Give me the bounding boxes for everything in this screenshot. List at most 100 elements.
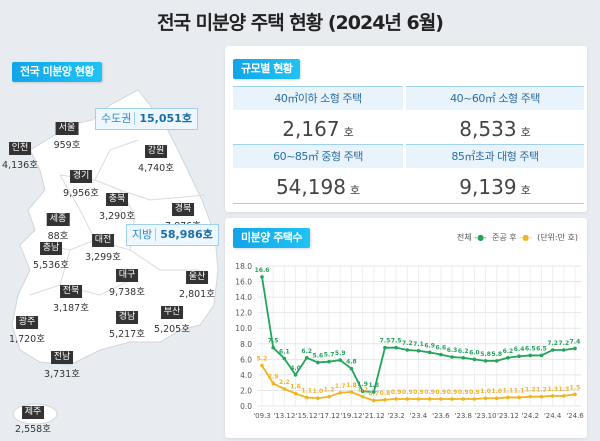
region-name: 경북 — [171, 203, 195, 216]
data-point — [371, 390, 376, 394]
data-point — [506, 355, 510, 360]
data-point — [338, 358, 343, 362]
data-point — [461, 355, 466, 360]
region-name: 대구 — [115, 269, 139, 282]
x-tick-label: '19.12 — [340, 412, 362, 420]
size-value-0: 2,167 호 — [233, 112, 403, 146]
data-label: 1.2 — [357, 387, 368, 394]
region-12: 광주 1,720호 — [9, 309, 45, 345]
data-point — [360, 389, 365, 394]
data-label: 7.2 — [547, 340, 558, 347]
x-tick-label: '17.12 — [318, 412, 340, 420]
data-point — [550, 348, 555, 352]
size-value-1: 8,533 호 — [406, 112, 584, 146]
data-point — [383, 345, 387, 350]
data-label: 7.5 — [391, 338, 402, 345]
data-label: 2.9 — [268, 373, 279, 380]
legend-completed-marker-icon: -●- — [519, 233, 532, 242]
size-label-3: 85㎡초과 대형 주택 — [406, 144, 584, 168]
data-label: 1.8 — [346, 382, 357, 389]
region-name: 경남 — [115, 311, 139, 324]
local-summary: 지방 58,986호 — [126, 224, 219, 246]
data-label: 1.0 — [480, 388, 491, 395]
data-label: 0.9 — [469, 389, 480, 396]
data-point — [517, 354, 521, 359]
region-value: 5,217호 — [109, 329, 145, 340]
region-name: 부산 — [160, 306, 184, 319]
x-tick-label: '23.8 — [454, 412, 472, 420]
capital-label: 수도권 — [101, 112, 132, 125]
region-value: 2,801호 — [179, 289, 215, 300]
data-label: 1.1 — [301, 387, 312, 394]
region-name: 대전 — [91, 234, 115, 247]
data-label: 1.9 — [357, 381, 368, 388]
data-point — [528, 394, 533, 399]
data-point — [260, 363, 264, 368]
data-point — [260, 275, 264, 279]
data-point — [316, 396, 320, 401]
data-label: 0.9 — [447, 389, 458, 396]
data-label: 7.5 — [268, 338, 279, 345]
size-label-2: 60~85㎡ 중형 주택 — [233, 144, 403, 168]
data-label: 1.2 — [525, 387, 536, 394]
data-point — [439, 352, 443, 357]
region-0: 서울 959호 — [53, 115, 81, 151]
region-name: 충남 — [39, 242, 63, 255]
y-tick-label: 8.0 — [240, 340, 252, 349]
data-label: 1.1 — [503, 387, 514, 394]
data-point — [349, 366, 354, 371]
data-point — [271, 345, 275, 350]
data-label: 0.9 — [402, 389, 413, 396]
data-label: 6.3 — [447, 347, 458, 354]
data-point — [472, 357, 477, 362]
x-tick-label: '23.2 — [387, 412, 405, 420]
unit-note: (단위:만 호) — [537, 233, 578, 242]
region-7: 대전 3,299호 — [85, 227, 121, 263]
y-tick-label: 16.0 — [235, 278, 252, 287]
region-value: 3,299호 — [85, 252, 121, 263]
data-point — [539, 394, 544, 399]
y-tick-label: 6.0 — [240, 355, 252, 364]
data-point — [271, 381, 275, 386]
data-point — [472, 397, 477, 401]
data-label: 6.5 — [536, 345, 547, 352]
data-point — [383, 397, 387, 402]
region-name: 인천 — [8, 142, 32, 155]
size-label-0: 40㎡이하 소형 주택 — [233, 86, 403, 110]
data-point — [539, 353, 544, 358]
data-label: 6.1 — [279, 349, 290, 356]
x-tick-label: '13.12 — [273, 412, 295, 420]
size-number: 9,139 — [459, 175, 517, 199]
line-chart: 0.0 2.0 4.0 6.0 8.0 10.0 12.0 14.0 16.0 18.0 '09.3… — [235, 262, 584, 420]
size-number: 8,533 — [459, 117, 517, 141]
data-label: 7.2 — [402, 340, 413, 347]
region-value: 5,536호 — [33, 260, 69, 271]
data-label: 7.2 — [559, 340, 570, 347]
x-tick-label: '23.12 — [497, 412, 519, 420]
data-label: 1.7 — [335, 383, 346, 390]
data-label: 0.9 — [436, 389, 447, 396]
data-label: 1.3 — [547, 386, 558, 393]
data-label: 1.8 — [368, 382, 379, 389]
data-label: 7.4 — [570, 338, 581, 345]
region-value: 4,136호 — [2, 160, 38, 171]
data-label: 7.1 — [413, 341, 424, 348]
region-value: 9,738호 — [109, 287, 145, 298]
data-point — [573, 392, 577, 397]
data-label: 5.8 — [491, 351, 502, 358]
data-label: 6.6 — [436, 345, 447, 352]
y-tick-label: 14.0 — [235, 293, 252, 302]
region-value: 2,558호 — [15, 424, 51, 435]
data-point — [394, 397, 398, 401]
data-point — [450, 355, 454, 359]
data-point — [427, 397, 432, 401]
region-value: 1,720호 — [9, 334, 45, 345]
region-2: 강원 4,740호 — [138, 138, 174, 174]
region-name: 제주 — [21, 406, 45, 419]
region-6: 세종 88호 — [46, 206, 70, 242]
region-name: 광주 — [15, 316, 39, 329]
data-point — [282, 387, 287, 391]
region-value: 959호 — [53, 140, 81, 151]
x-tick-label: '09.3 — [253, 412, 271, 420]
data-label: 4.8 — [346, 359, 357, 366]
